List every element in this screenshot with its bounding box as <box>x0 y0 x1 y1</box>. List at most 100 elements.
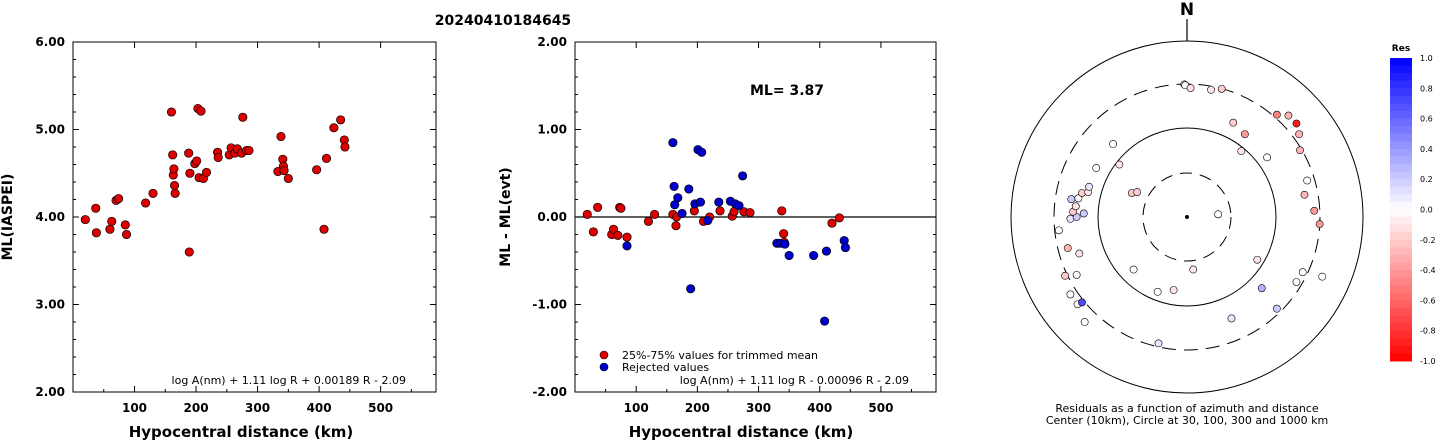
data-point <box>677 208 687 219</box>
data-point <box>779 229 789 239</box>
plot-frame <box>72 41 437 393</box>
data-point <box>185 168 195 178</box>
data-point <box>276 131 286 142</box>
y-tick-label: 5.00 <box>35 123 65 137</box>
x-tick-label: 500 <box>368 401 393 415</box>
colorbar-tick-label: -1.0 <box>1420 357 1436 366</box>
data-point <box>734 201 744 211</box>
data-point <box>714 197 724 207</box>
data-point <box>196 106 206 116</box>
y-tick-label: 2.00 <box>35 385 65 399</box>
y-tick-label: 0.00 <box>537 210 567 224</box>
colorbar-cell <box>1390 300 1412 309</box>
station-point <box>1085 182 1093 191</box>
legend-marker-trimmed <box>599 350 609 360</box>
colorbar-cell <box>1390 111 1412 120</box>
data-point <box>148 188 158 198</box>
data-point <box>684 184 694 194</box>
colorbar-cell <box>1390 232 1412 241</box>
station-point <box>1300 190 1309 199</box>
colorbar-cell <box>1390 156 1412 165</box>
data-point <box>238 112 248 122</box>
azimuth-residual-plot: N Residuals as a function of azimuth and… <box>1010 0 1364 427</box>
colorbar-cell <box>1390 118 1412 127</box>
colorbar-cell <box>1390 179 1412 188</box>
colorbar-tick-label: 0.8 <box>1420 84 1433 93</box>
north-label: N <box>1180 0 1194 20</box>
station-point <box>1080 318 1089 326</box>
station-point <box>1189 265 1198 274</box>
data-point <box>141 198 151 208</box>
station-point <box>1295 130 1304 139</box>
ring-30km <box>1142 172 1232 262</box>
ml-residual-plot: 100 200 300 400 500 -2.00 -1.00 0.00 1.00 2.00 ML… <box>498 35 937 441</box>
colorbar-tick-label: -0.4 <box>1420 266 1436 275</box>
data-point <box>697 147 707 157</box>
colorbar-cell <box>1390 73 1412 82</box>
station-point <box>1067 195 1076 204</box>
station-point <box>1237 147 1246 156</box>
station-point <box>1217 84 1226 93</box>
station-point <box>1207 85 1215 94</box>
data-point <box>608 224 619 234</box>
colorbar-cell <box>1390 103 1412 112</box>
station-point <box>1074 194 1083 203</box>
station-point <box>1310 206 1319 215</box>
data-point <box>777 206 787 216</box>
data-point <box>582 209 592 219</box>
colorbar-cell <box>1390 285 1412 294</box>
colorbar-tick-label: -0.8 <box>1420 327 1436 336</box>
data-point <box>840 243 850 253</box>
station-point <box>1154 339 1163 348</box>
colorbar-cells <box>1390 58 1412 362</box>
colorbar-tick-label: 0.2 <box>1420 175 1433 184</box>
station-point <box>1061 271 1069 280</box>
colorbar-cell <box>1390 262 1412 271</box>
data-point <box>673 193 683 203</box>
colorbar-cell <box>1390 148 1412 157</box>
data-point <box>821 246 832 256</box>
station-point <box>1229 118 1238 127</box>
data-point <box>168 150 178 160</box>
data-point <box>91 203 101 213</box>
y-tick-label: 2.00 <box>537 35 567 49</box>
ml-annotation: ML= 3.87 <box>750 83 824 99</box>
axis-ticks: 100 200 300 400 500 2.00 3.00 4.00 5.00 6.00 <box>35 35 436 415</box>
data-point <box>169 164 179 174</box>
y-axis-label: ML(IASPEI) <box>0 174 16 261</box>
data-points <box>582 138 850 326</box>
colorbar-tick-label: -0.6 <box>1420 296 1436 305</box>
data-point <box>336 115 346 125</box>
data-point <box>184 247 194 257</box>
data-point <box>91 228 101 238</box>
colorbar-cell <box>1390 80 1412 89</box>
station-point <box>1284 111 1293 120</box>
station-point <box>1292 278 1301 286</box>
x-tick-label: 100 <box>122 401 147 415</box>
y-tick-label: -2.00 <box>532 385 567 399</box>
station-point <box>1272 304 1281 313</box>
ml-iaspei-plot: 100 200 300 400 500 2.00 3.00 4.00 5.00 6.00 ML(I… <box>0 35 437 441</box>
data-point <box>827 218 837 228</box>
station-points <box>1054 80 1327 348</box>
station-point <box>1109 140 1118 148</box>
data-point <box>244 145 254 156</box>
ring-100km <box>1097 127 1277 307</box>
x-tick-label: 500 <box>868 401 893 415</box>
station-point <box>1078 298 1086 307</box>
colorbar-cell <box>1390 126 1412 135</box>
colorbar-tick-label: 0.4 <box>1420 145 1433 154</box>
x-tick-label: 200 <box>184 401 209 415</box>
station-point <box>1214 210 1223 219</box>
residual-colorbar: Res 1.0 0.8 0.6 0.4 0.2 0.0 -0.2 -0.4 -0.6 -0.8 -1… <box>1390 44 1436 366</box>
data-point <box>671 221 681 231</box>
data-point <box>321 153 332 163</box>
colorbar-cell <box>1390 292 1412 301</box>
legend-label-rejected: Rejected values <box>622 361 709 374</box>
station-point <box>1303 176 1312 185</box>
data-point <box>312 165 322 175</box>
data-point <box>283 173 293 184</box>
station-point <box>1318 272 1327 281</box>
colorbar-cell <box>1390 270 1412 279</box>
station-point <box>1079 209 1088 218</box>
